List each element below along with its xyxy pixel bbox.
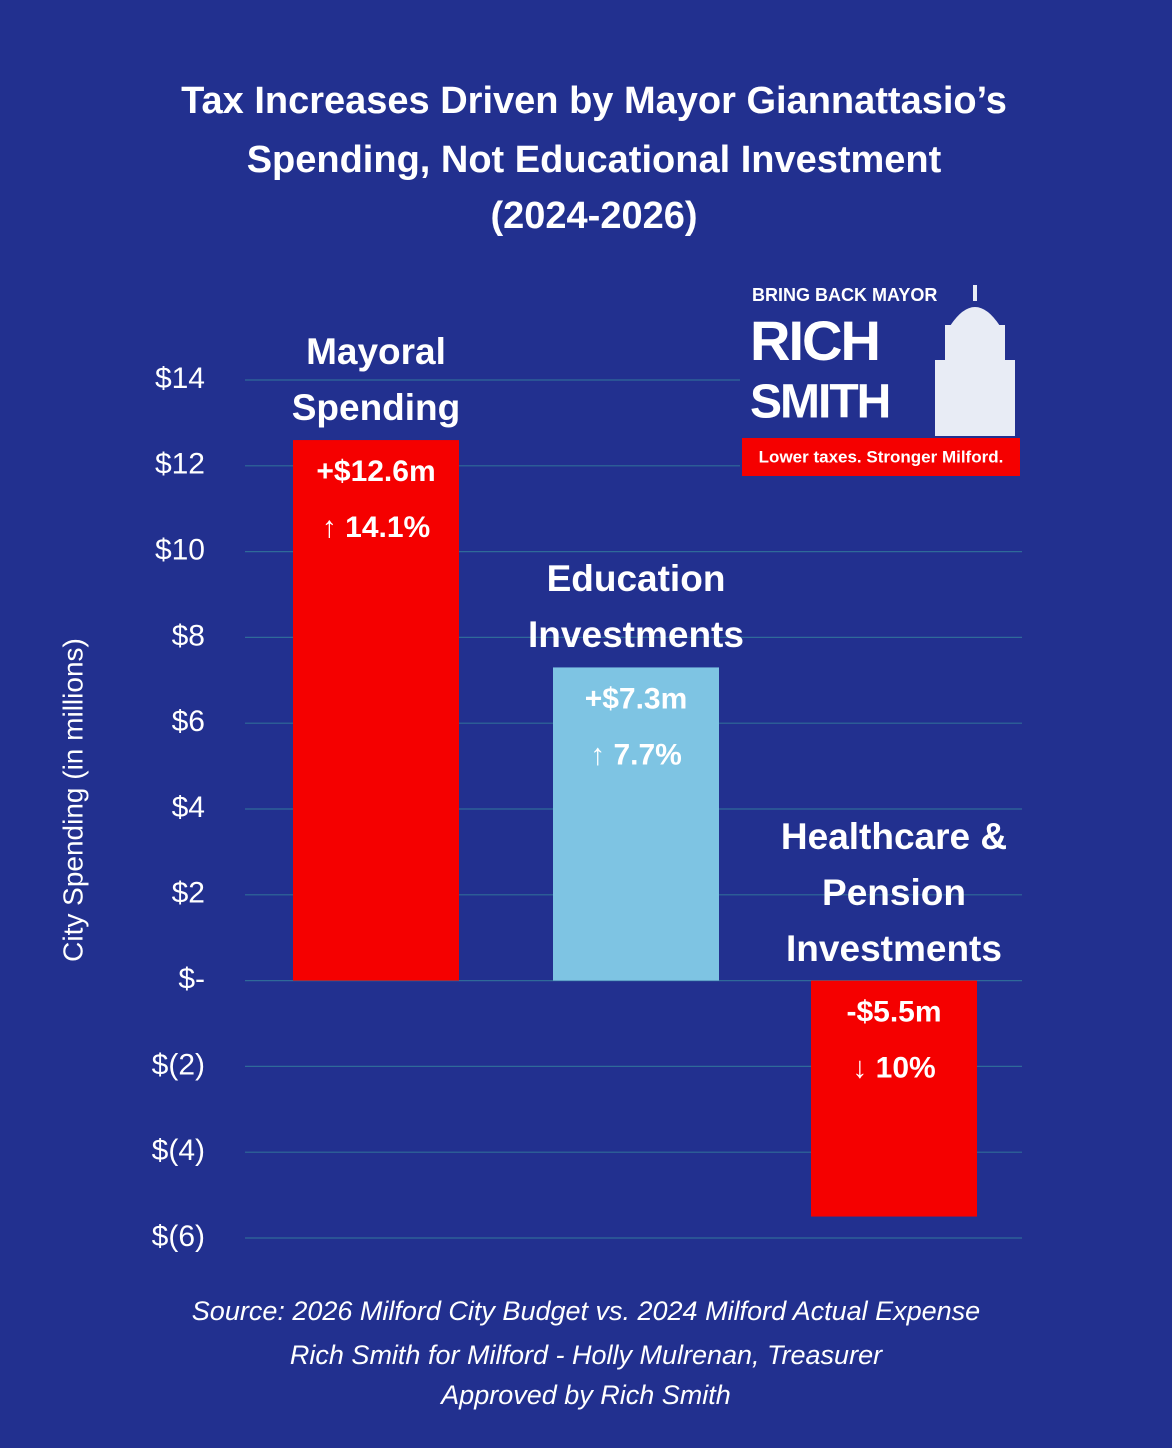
bar (553, 667, 719, 981)
category-label: Mayoral Spending (291, 331, 461, 429)
bar (293, 440, 459, 981)
y-axis-label: City Spending (in millions) (57, 638, 88, 962)
y-tick-label: $4 (172, 791, 205, 824)
logo-building (935, 285, 1015, 436)
y-tick-label: $6 (172, 705, 205, 738)
source-text: Rich Smith for Milford - Holly Mulrenan,… (290, 1340, 883, 1370)
chart-title: (2024-2026) (490, 195, 697, 237)
y-tick-label: $8 (172, 619, 205, 652)
logo-text: RICH (750, 309, 879, 372)
y-tick-label: $12 (155, 448, 205, 481)
y-tick-label: $14 (155, 362, 205, 395)
y-tick-label: $(2) (152, 1048, 205, 1081)
category-label: Education Investments (528, 558, 744, 656)
change-label: ↑ 14.1% (322, 511, 430, 544)
y-tick-label: $- (178, 963, 205, 996)
logo-banner (742, 438, 1020, 476)
chart-title: Tax Increases Driven by Mayor Giannattas… (181, 80, 1007, 122)
bar (811, 980, 977, 1217)
change-label: ↑ 7.7% (590, 738, 682, 771)
source-text: Source: 2026 Milford City Budget vs. 202… (192, 1296, 980, 1326)
y-tick-label: $(4) (152, 1134, 205, 1167)
change-label: ↓ 10% (852, 1052, 935, 1085)
value-label: +$7.3m (585, 682, 688, 715)
y-tick-label: $(6) (152, 1220, 205, 1253)
source-text: Approved by Rich Smith (439, 1380, 731, 1410)
logo-text: Lower taxes. Stronger Milford. (759, 447, 1004, 466)
y-tick-label: $2 (172, 877, 205, 910)
chart-title: Spending, Not Educational Investment (247, 139, 942, 181)
logo-text: SMITH (750, 376, 889, 429)
y-tick-label: $10 (155, 534, 205, 567)
value-label: +$12.6m (316, 455, 435, 488)
logo: BRING BACK MAYOR RICH SMITH Lower taxes.… (740, 282, 1022, 478)
value-label: -$5.5m (846, 996, 941, 1029)
logo-text: BRING BACK MAYOR (752, 285, 937, 305)
category-label: Healthcare & Pension Investments (780, 815, 1008, 969)
